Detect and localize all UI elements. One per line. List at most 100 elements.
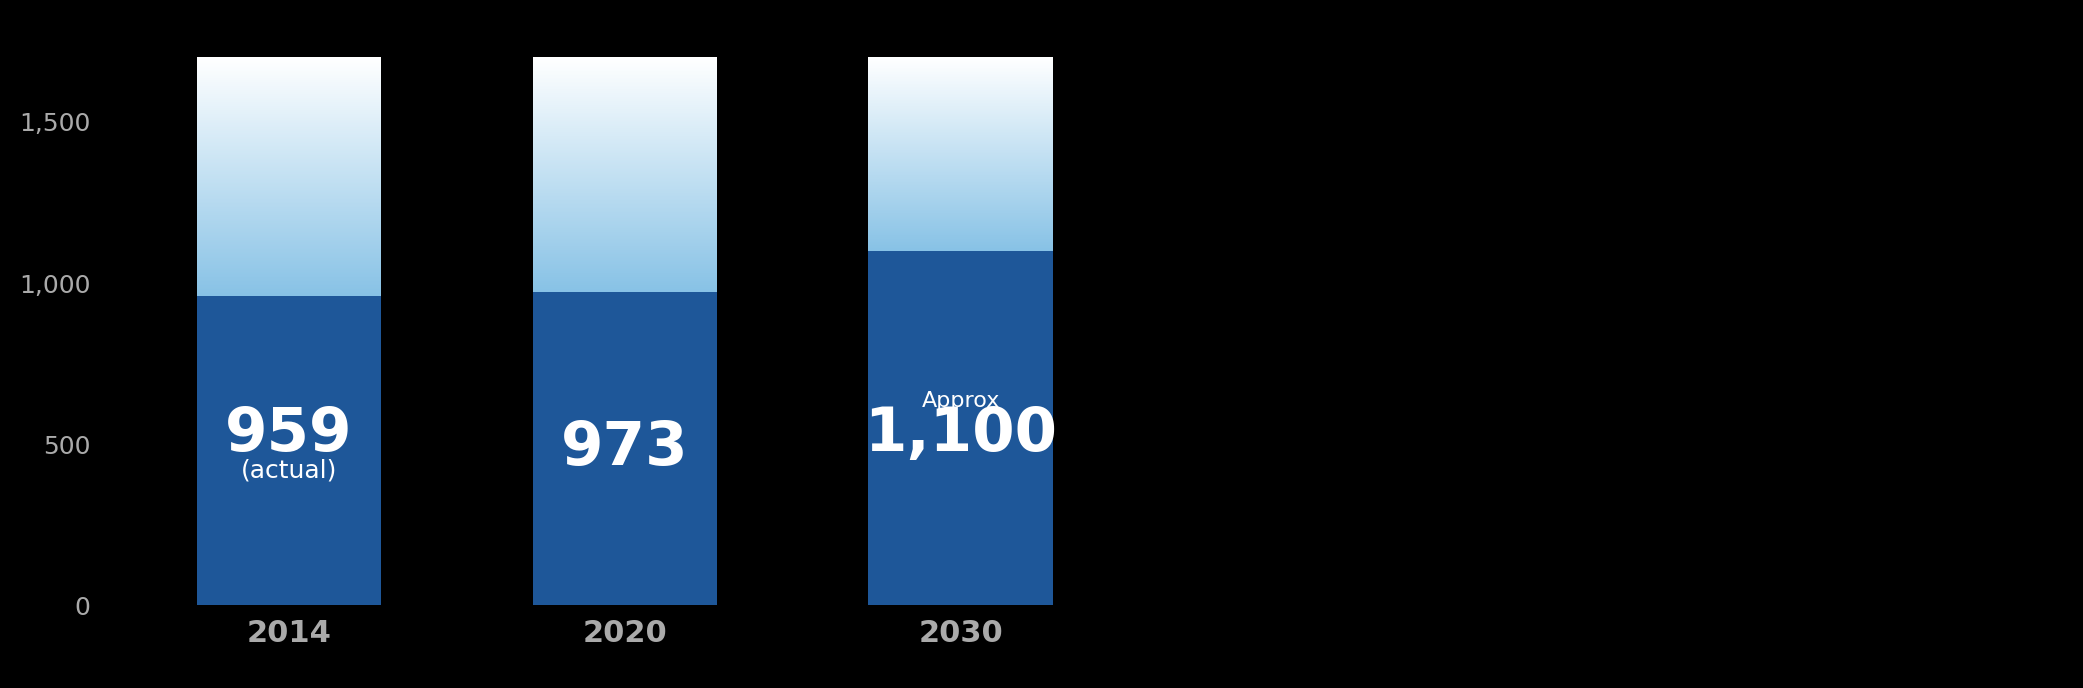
Bar (533, 165, 717, 166)
Bar (533, 257, 717, 258)
Bar (196, 235, 381, 237)
Bar (533, 237, 717, 239)
Bar (533, 65, 717, 66)
Bar (869, 211, 1054, 212)
Bar (869, 160, 1054, 161)
Bar (196, 219, 381, 220)
Bar (196, 229, 381, 230)
Bar (533, 92, 717, 94)
Bar (533, 162, 717, 164)
Bar (869, 163, 1054, 164)
Bar (533, 287, 717, 288)
Bar (869, 135, 1054, 136)
Bar (196, 105, 381, 106)
Bar (533, 208, 717, 209)
Bar (869, 233, 1054, 234)
Bar (533, 126, 717, 127)
Bar (196, 219, 381, 221)
Bar (869, 89, 1054, 90)
Bar (196, 200, 381, 201)
Bar (533, 173, 717, 174)
Bar (869, 201, 1054, 202)
Bar (533, 276, 717, 277)
Bar (869, 107, 1054, 108)
Bar (869, 121, 1054, 122)
Bar (533, 200, 717, 201)
Bar (196, 268, 381, 269)
Bar (869, 205, 1054, 206)
Bar (196, 189, 381, 190)
Bar (196, 173, 381, 175)
Bar (196, 62, 381, 63)
Bar (196, 130, 381, 131)
Bar (196, 252, 381, 253)
Bar (869, 76, 1054, 77)
Bar (533, 111, 717, 112)
Bar (533, 233, 717, 234)
Bar (196, 183, 381, 184)
Bar (196, 213, 381, 214)
Bar (869, 240, 1054, 241)
Bar (869, 210, 1054, 211)
Bar (533, 78, 717, 79)
Bar (533, 250, 717, 251)
Bar (533, 277, 717, 279)
Bar (533, 114, 717, 115)
Bar (196, 103, 381, 105)
Bar (869, 214, 1054, 215)
Bar (533, 162, 717, 163)
Bar (533, 72, 717, 73)
Bar (196, 204, 381, 206)
Bar (196, 114, 381, 115)
Bar (533, 210, 717, 211)
Bar (196, 242, 381, 243)
Bar (533, 226, 717, 227)
Bar (196, 274, 381, 275)
Bar (533, 176, 717, 177)
Bar (196, 93, 381, 94)
Bar (869, 147, 1054, 148)
Bar (196, 272, 381, 273)
Bar (869, 157, 1054, 158)
Bar (869, 113, 1054, 114)
Bar (533, 290, 717, 291)
Bar (869, 65, 1054, 67)
Bar (869, 188, 1054, 189)
Bar (533, 116, 717, 118)
Bar (869, 138, 1054, 139)
Bar (196, 232, 381, 233)
Bar (196, 177, 381, 178)
Bar (196, 218, 381, 219)
Bar (869, 176, 1054, 177)
Bar (869, 108, 1054, 109)
Bar (869, 229, 1054, 230)
Bar (196, 90, 381, 91)
Bar (869, 111, 1054, 112)
Bar (196, 184, 381, 186)
Bar (196, 127, 381, 128)
Bar (533, 61, 717, 62)
Bar (196, 255, 381, 257)
Bar (196, 205, 381, 206)
Bar (869, 219, 1054, 220)
Bar (533, 189, 717, 190)
Bar (869, 109, 1054, 110)
Bar (869, 131, 1054, 132)
Bar (196, 277, 381, 278)
Bar (533, 153, 717, 154)
Bar (533, 288, 717, 290)
Bar (533, 188, 717, 189)
Bar (533, 89, 717, 90)
Bar (196, 120, 381, 121)
Bar (196, 85, 381, 86)
Bar (869, 145, 1054, 146)
Bar (869, 87, 1054, 88)
Bar (533, 141, 717, 142)
Bar (196, 202, 381, 203)
Bar (533, 167, 717, 169)
Bar (533, 76, 717, 77)
Bar (196, 233, 381, 234)
Bar (196, 228, 381, 229)
Bar (196, 234, 381, 235)
Bar (533, 255, 717, 256)
